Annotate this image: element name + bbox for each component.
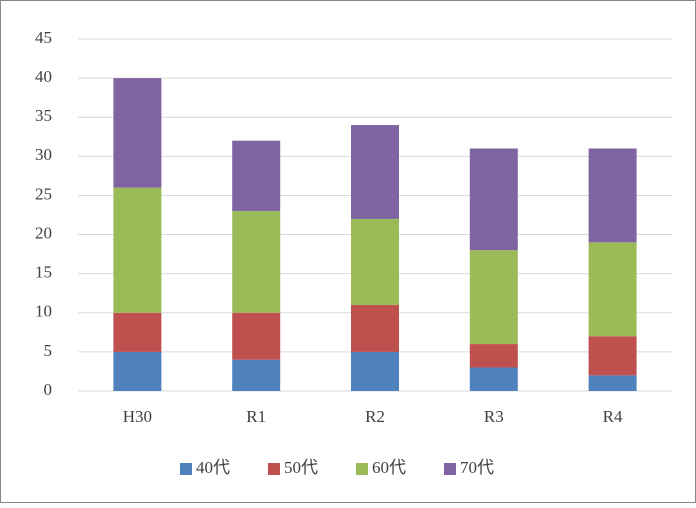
bar-segment (588, 336, 637, 376)
y-tick-label: 15 (35, 263, 52, 282)
bar-segment (469, 148, 518, 251)
bar-segment (469, 344, 518, 368)
legend-label: 70代 (460, 458, 494, 477)
legend-swatch (268, 463, 280, 475)
y-tick-label: 35 (35, 106, 52, 125)
bar-segment (469, 250, 518, 345)
y-tick-label: 10 (35, 302, 52, 321)
bar-segment (113, 187, 162, 313)
y-tick-label: 30 (35, 145, 52, 164)
y-tick-label: 0 (44, 380, 53, 399)
x-tick-label: H30 (123, 407, 152, 426)
bar-segment (469, 367, 518, 391)
legend-swatch (444, 463, 456, 475)
bar-segment (588, 148, 637, 243)
bar-segment (351, 125, 399, 219)
bar-segment (232, 211, 281, 313)
y-tick-label: 25 (35, 184, 52, 203)
x-tick-label: R2 (365, 407, 385, 426)
x-tick-label: R3 (484, 407, 504, 426)
y-tick-label: 45 (35, 28, 52, 47)
bar-segment (232, 140, 281, 212)
bar-segment (351, 351, 399, 391)
x-tick-label: R1 (246, 407, 266, 426)
bar-segment (113, 351, 162, 391)
legend-swatch (180, 463, 192, 475)
y-tick-label: 5 (44, 341, 53, 360)
bar-segment (588, 375, 637, 391)
bar-segment (232, 359, 281, 391)
bar-segment (588, 242, 637, 337)
bar-segment (351, 218, 399, 305)
bar-segment (113, 312, 162, 352)
y-tick-label: 20 (35, 223, 52, 242)
x-tick-label: R4 (603, 407, 623, 426)
bar-segment (232, 312, 281, 360)
legend-swatch (356, 463, 368, 475)
legend-label: 50代 (284, 458, 318, 477)
bar-segment (113, 78, 162, 188)
bar-segment (351, 304, 399, 352)
legend-label: 60代 (372, 458, 406, 477)
y-tick-label: 40 (35, 67, 52, 86)
legend-label: 40代 (196, 458, 230, 477)
